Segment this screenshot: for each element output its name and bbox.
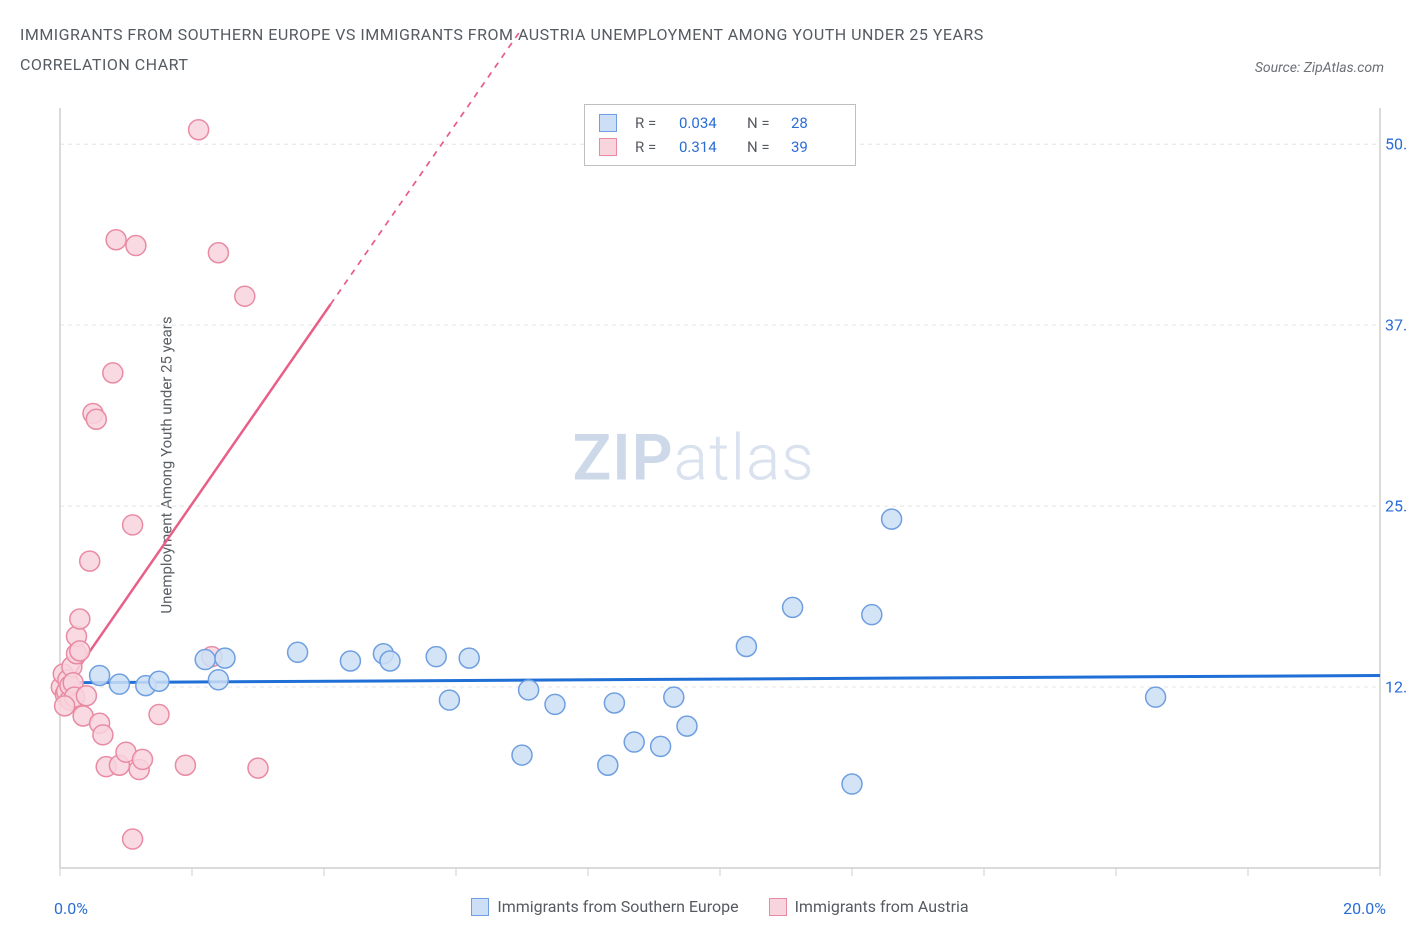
legend-swatch-pink bbox=[599, 138, 617, 156]
chart-title-line2: CORRELATION CHART bbox=[20, 50, 1406, 80]
r-label: R = bbox=[635, 111, 669, 135]
legend-stats-row-2: R = 0.314 N = 39 bbox=[599, 135, 841, 159]
y-axis-tick-label: 50.0% bbox=[1385, 135, 1406, 154]
n-label: N = bbox=[747, 111, 781, 135]
r-label: R = bbox=[635, 135, 669, 159]
legend-label: Immigrants from Southern Europe bbox=[497, 897, 738, 916]
r-value: 0.034 bbox=[679, 111, 729, 135]
y-axis-tick-label: 12.5% bbox=[1385, 678, 1406, 697]
y-axis-tick-label: 37.5% bbox=[1385, 316, 1406, 335]
n-label: N = bbox=[747, 135, 781, 159]
x-axis-max-label: 20.0% bbox=[1343, 899, 1386, 918]
x-axis-min-label: 0.0% bbox=[54, 899, 88, 918]
source-label: Source: ZipAtlas.com bbox=[1255, 60, 1384, 76]
r-value: 0.314 bbox=[679, 135, 729, 159]
legend-swatch-blue bbox=[471, 898, 489, 916]
legend-item-austria: Immigrants from Austria bbox=[769, 897, 969, 916]
legend-stats-row-1: R = 0.034 N = 28 bbox=[599, 111, 841, 135]
y-axis-tick-label: 25.0% bbox=[1385, 497, 1406, 516]
legend-swatch-blue bbox=[599, 114, 617, 132]
n-value: 28 bbox=[791, 111, 841, 135]
n-value: 39 bbox=[791, 135, 841, 159]
legend-bottom: Immigrants from Southern Europe Immigran… bbox=[60, 897, 1380, 916]
chart-title-line1: IMMIGRANTS FROM SOUTHERN EUROPE VS IMMIG… bbox=[20, 20, 1406, 50]
legend-swatch-pink bbox=[769, 898, 787, 916]
scatter-plot bbox=[60, 108, 1380, 868]
legend-label: Immigrants from Austria bbox=[795, 897, 969, 916]
chart-area: ZIPatlas R = 0.034 N = 28 R = 0.314 N = … bbox=[60, 108, 1380, 868]
legend-item-southern-europe: Immigrants from Southern Europe bbox=[471, 897, 738, 916]
legend-stats-box: R = 0.034 N = 28 R = 0.314 N = 39 bbox=[584, 104, 856, 166]
